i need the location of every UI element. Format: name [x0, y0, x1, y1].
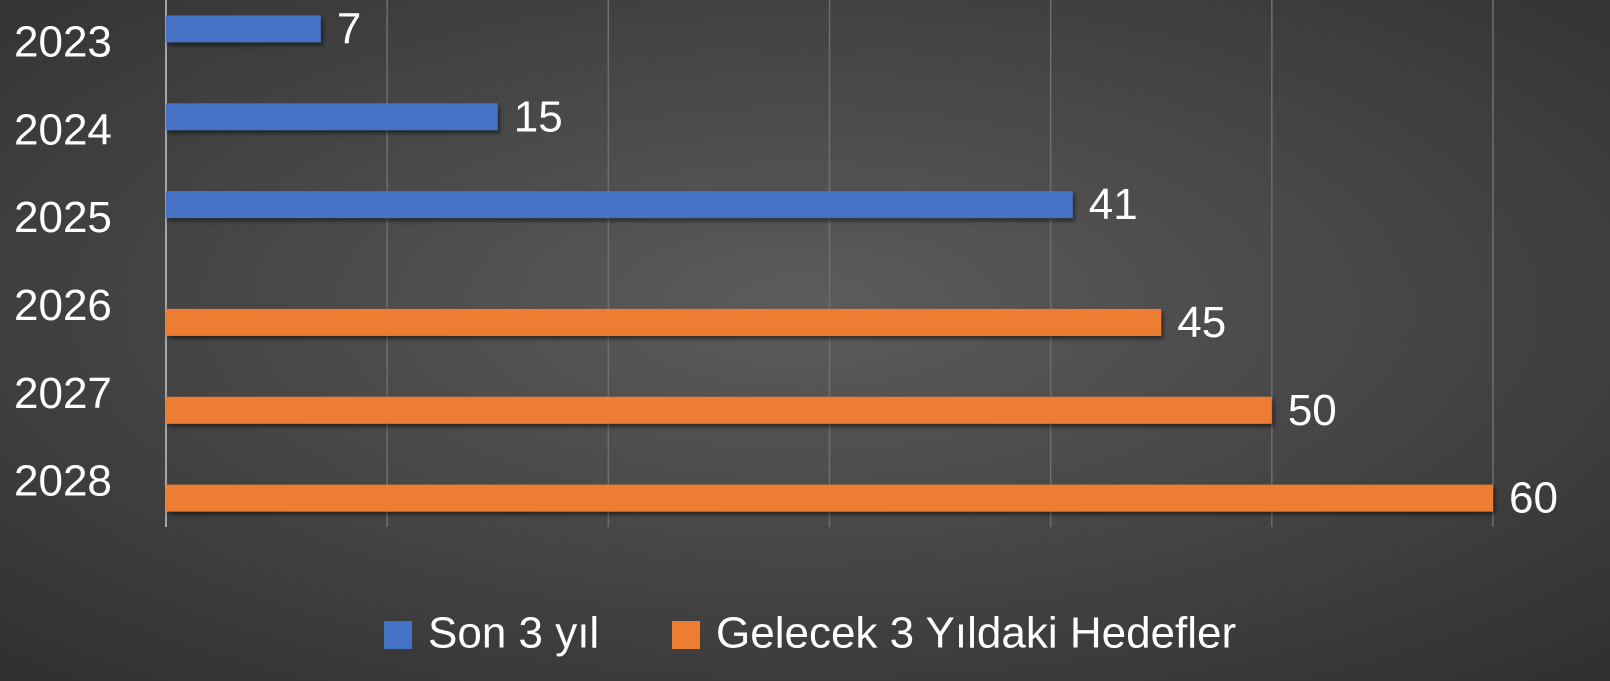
y-tick-label: 2026 [14, 281, 112, 330]
data-label: 50 [1288, 386, 1337, 435]
y-tick-label: 2023 [14, 18, 112, 67]
bar [166, 484, 1493, 512]
bar [166, 15, 321, 43]
legend-swatch [672, 621, 700, 649]
y-tick-label: 2025 [14, 193, 112, 242]
legend-label: Gelecek 3 Yıldaki Hedefler [716, 609, 1236, 658]
y-tick-label: 2028 [14, 457, 112, 506]
bar [166, 103, 498, 131]
bar [166, 191, 1073, 219]
data-label: 45 [1177, 298, 1226, 347]
bar [166, 308, 1162, 336]
y-tick-label: 2024 [14, 105, 112, 154]
y-tick-label: 2027 [14, 369, 112, 418]
legend-label: Son 3 yıl [428, 609, 599, 658]
legend-swatch [384, 621, 412, 649]
data-label: 7 [337, 5, 361, 54]
data-label: 15 [514, 92, 563, 141]
data-label: 41 [1089, 180, 1138, 229]
bar [166, 396, 1272, 424]
data-label: 60 [1509, 474, 1558, 523]
